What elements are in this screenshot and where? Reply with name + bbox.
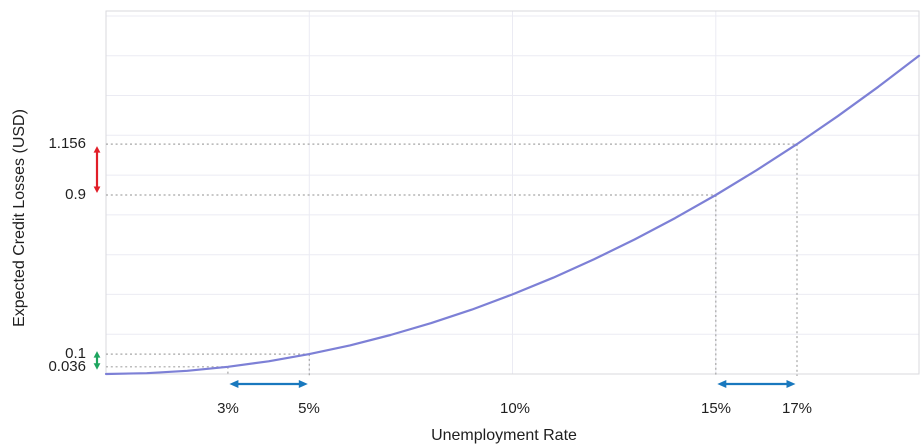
delta-unemployment-low-arrow [229,380,308,388]
plot-border [105,10,920,375]
delta-unemployment-high-arrow [717,380,796,388]
x-ref-label-15pct: 15% [700,400,732,417]
y-ref-label-1-156: 1.156 [48,135,86,152]
x-ref-label-5pct: 5% [298,400,320,417]
y-ref-label-0-036: 0.036 [48,358,86,375]
arrowhead [717,380,727,388]
arrowhead [298,380,308,388]
delta-ecl-low-arrow [93,351,101,370]
arrowhead [93,186,101,193]
arrowhead [229,380,239,388]
arrowhead [786,380,796,388]
x-ref-label-3pct: 3% [217,400,239,417]
arrowhead [93,363,101,370]
y-axis-title: Expected Credit Losses (USD) [11,109,28,327]
x-ref-label-17pct: 17% [781,400,813,417]
x-axis-title: Unemployment Rate [431,427,577,444]
arrowhead [93,351,101,358]
delta-ecl-high-arrow [93,146,101,193]
y-ref-label-0-9: 0.9 [65,186,86,203]
arrowhead [93,146,101,153]
ecl-curve [104,54,921,376]
x-ref-label-10pct: 10% [499,400,531,417]
y-ref-label-0-1: 0.1 [65,345,86,362]
